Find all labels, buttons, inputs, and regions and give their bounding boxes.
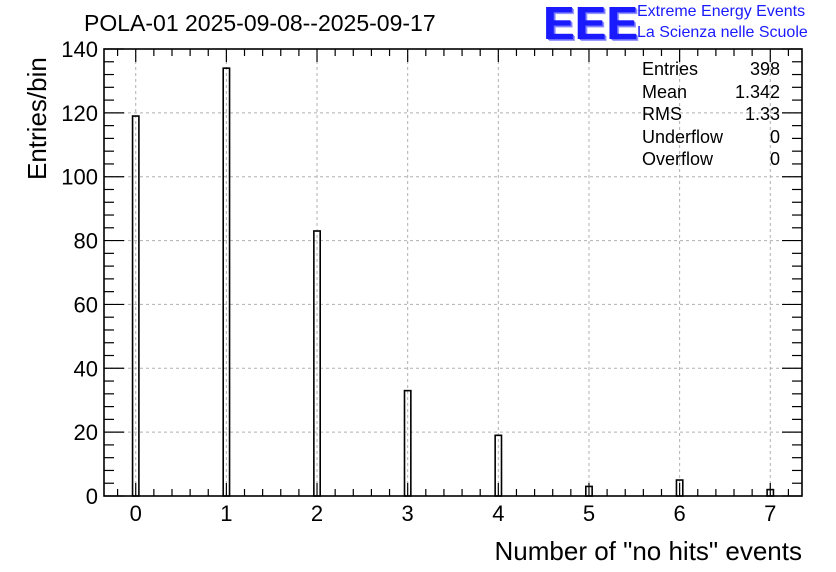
chart-title: POLA-01 2025-09-08--2025-09-17 (84, 10, 436, 36)
y-tick-label: 80 (74, 229, 98, 254)
stat-value: 0 (769, 149, 780, 169)
x-tick-label: 5 (583, 501, 595, 526)
x-tick-label: 1 (220, 501, 232, 526)
grid-lines (104, 49, 802, 496)
stat-value: 0 (769, 126, 780, 147)
stat-label: Mean (642, 81, 688, 102)
tick-labels: 0 1 2 3 4 5 6 7 0 20 40 60 80 100 120 140 (61, 37, 776, 526)
stat-row-entries: Entries 398 (642, 58, 780, 81)
y-tick-label: 0 (86, 484, 98, 509)
stat-value: 398 (749, 59, 780, 79)
stat-value: 1.33 (744, 104, 780, 124)
x-tick-label: 3 (402, 501, 414, 526)
x-tick-label: 2 (311, 501, 323, 526)
y-tick-label: 60 (74, 292, 98, 317)
y-tick-label: 120 (61, 101, 98, 126)
plot-frame (103, 48, 803, 497)
x-tick-label: 4 (492, 501, 504, 526)
eee-logo-mark: EEE (543, 0, 639, 49)
x-tick-label: 0 (130, 501, 142, 526)
stat-row-rms: RMS 1.33 (642, 103, 780, 126)
y-tick-label: 40 (74, 356, 98, 381)
y-axis-label: Entries/bin (22, 57, 52, 180)
stat-label: RMS (642, 104, 682, 124)
y-tick-label: 20 (74, 420, 98, 445)
stat-label: Underflow (642, 126, 724, 147)
x-tick-label: 7 (764, 501, 776, 526)
y-tick-label: 140 (61, 37, 98, 62)
stat-row-overflow: Overflow 0 (642, 148, 780, 171)
logo-line-1: Extreme Energy Events (637, 3, 806, 20)
x-tick-label: 6 (673, 501, 685, 526)
stat-row-mean: Mean 1.342 (642, 81, 780, 104)
stat-label: Overflow (642, 149, 714, 169)
stat-value: 1.342 (734, 81, 780, 102)
stat-row-underflow: Underflow 0 (642, 126, 780, 149)
y-tick-label: 100 (61, 165, 98, 190)
bar-3 (403, 389, 412, 497)
axis-ticks (104, 48, 802, 497)
stat-label: Entries (642, 59, 699, 79)
x-axis-label: Number of "no hits" events (494, 536, 803, 566)
stats-box: Entries 398 Mean 1.342 RMS 1.33 Underflo… (642, 58, 780, 171)
logo-line-2: La Scienza nelle Scuole (637, 24, 808, 41)
